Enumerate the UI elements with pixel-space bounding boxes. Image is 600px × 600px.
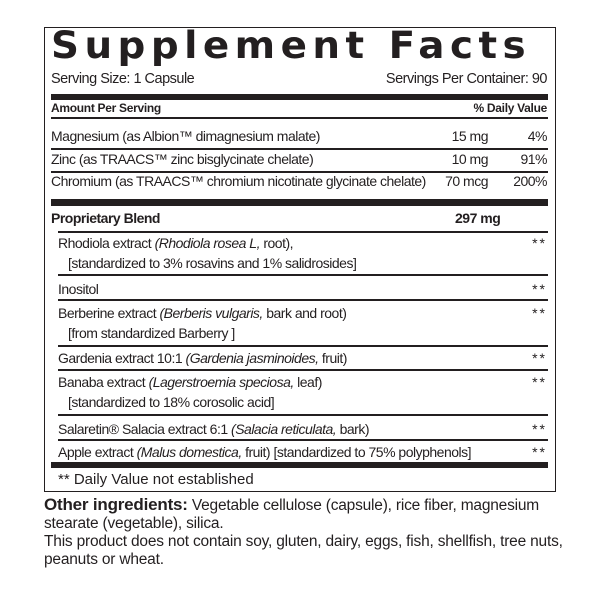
blend-ingredient: Apple extract (Malus domestica, fruit) […	[58, 444, 472, 460]
daily-value-not-established: **	[532, 350, 547, 366]
row-divider	[51, 148, 548, 150]
daily-value-header: % Daily Value	[473, 101, 548, 115]
row-divider	[51, 171, 548, 173]
row-divider	[58, 231, 548, 233]
other-ingredients: Other ingredients: Vegetable cellulose (…	[44, 496, 564, 533]
blend-amount: 297 mg	[455, 210, 501, 226]
other-ingredients-label: Other ingredients:	[44, 495, 188, 514]
nutrient-daily-value: 200%	[513, 173, 547, 189]
blend-ingredient-detail: [from standardized Barberry ]	[68, 325, 235, 341]
blend-ingredient: Inositol	[58, 281, 99, 297]
blend-ingredient: Rhodiola extract (Rhodiola rosea L, root…	[58, 235, 294, 251]
blend-ingredient: Gardenia extract 10:1 (Gardenia jasminoi…	[58, 350, 347, 366]
divider	[51, 94, 548, 100]
amount-per-serving-header: Amount Per Serving	[51, 101, 161, 115]
row-divider	[58, 414, 548, 416]
nutrient-daily-value: 4%	[527, 128, 548, 144]
footnote: ** Daily Value not established	[58, 471, 254, 488]
nutrient-amount: 15 mg	[451, 128, 489, 144]
row-divider	[58, 274, 548, 276]
daily-value-not-established: **	[532, 235, 547, 251]
blend-ingredient: Salaretin® Salacia extract 6:1 (Salacia …	[58, 421, 369, 437]
daily-value-not-established: **	[532, 421, 547, 437]
nutrient-daily-value: 91%	[520, 151, 547, 167]
blend-ingredient: Berberine extract (Berberis vulgaris, ba…	[58, 305, 347, 321]
daily-value-not-established: **	[532, 281, 547, 297]
nutrient-name: Chromium (as TRAACS™ chromium nicotinate…	[51, 173, 426, 189]
allergen-disclaimer: This product does not contain soy, glute…	[44, 533, 563, 568]
panel-title: Supplement Facts	[51, 24, 532, 67]
divider	[51, 199, 548, 206]
nutrient-name: Magnesium (as Albion™ dimagnesium malate…	[51, 128, 320, 144]
daily-value-not-established: **	[532, 374, 547, 390]
daily-value-not-established: **	[532, 305, 547, 321]
blend-ingredient: Banaba extract (Lagerstroemia speciosa, …	[58, 374, 322, 390]
nutrient-amount: 10 mg	[451, 151, 489, 167]
serving-size: Serving Size: 1 Capsule	[51, 71, 195, 87]
divider	[51, 462, 548, 468]
servings-per-container: Servings Per Container: 90	[385, 71, 548, 87]
other-ingredients-text: Vegetable cellulose (capsule), rice fibe…	[44, 497, 540, 532]
blend-name: Proprietary Blend	[51, 210, 160, 226]
blend-ingredient-detail: [standardized to 18% corosolic acid]	[68, 394, 275, 410]
daily-value-not-established: **	[532, 444, 547, 460]
row-divider	[58, 439, 548, 441]
supplement-facts-panel	[44, 27, 556, 492]
nutrient-amount: 70 mcg	[445, 173, 488, 189]
nutrient-name: Zinc (as TRAACS™ zinc bisglycinate chela…	[51, 151, 314, 167]
divider	[51, 117, 548, 119]
row-divider	[58, 369, 548, 371]
row-divider	[58, 345, 548, 347]
blend-ingredient-detail: [standardized to 3% rosavins and 1% sali…	[68, 255, 357, 271]
row-divider	[58, 299, 548, 301]
